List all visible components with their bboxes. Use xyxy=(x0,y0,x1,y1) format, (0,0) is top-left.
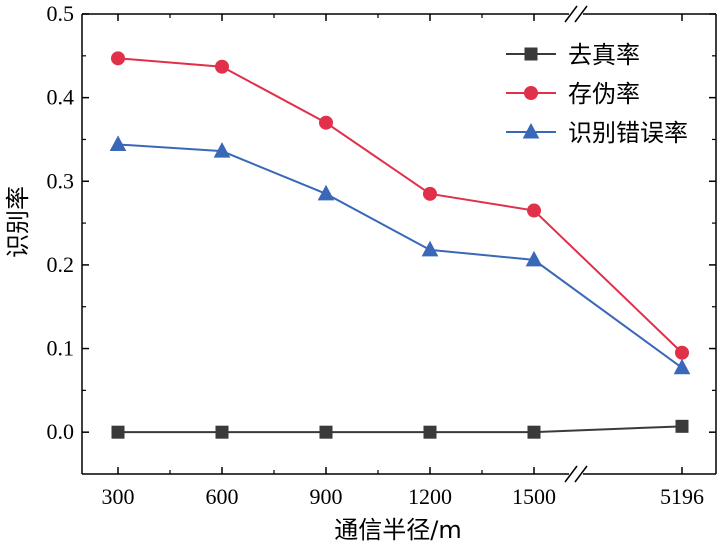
data-point xyxy=(423,186,437,201)
x-tick-label: 600 xyxy=(206,484,239,509)
axis-break-mark xyxy=(564,465,578,483)
legend-marker xyxy=(524,47,538,61)
data-point xyxy=(111,425,125,439)
data-point xyxy=(423,425,437,439)
data-point xyxy=(215,425,229,439)
x-tick-label: 300 xyxy=(102,484,135,509)
y-tick-label: 0.4 xyxy=(47,85,75,110)
data-point xyxy=(527,425,541,439)
y-tick-label: 0.1 xyxy=(47,336,75,361)
plot-frame xyxy=(81,5,717,483)
data-point xyxy=(527,203,541,218)
series-line xyxy=(117,143,683,369)
data-point xyxy=(675,419,689,433)
series-3 xyxy=(109,135,691,375)
axis-break-mark xyxy=(574,465,588,483)
y-tick-label: 0.2 xyxy=(47,252,75,277)
legend-label: 识别错误率 xyxy=(568,119,688,147)
data-point xyxy=(109,135,127,151)
series-2 xyxy=(111,51,689,360)
data-point xyxy=(673,358,691,375)
x-tick-label: 5196 xyxy=(660,484,704,509)
x-tick-label: 1500 xyxy=(512,484,556,509)
data-point xyxy=(421,240,439,257)
legend-marker xyxy=(524,86,538,100)
series-line xyxy=(117,57,683,354)
legend-item: 存伪率 xyxy=(506,80,640,108)
data-point xyxy=(525,250,543,267)
x-tick-label: 1200 xyxy=(408,484,452,509)
y-tick-label: 0.3 xyxy=(47,168,75,193)
x-tick-label: 900 xyxy=(310,484,343,509)
series-line xyxy=(118,425,683,434)
legend-marker xyxy=(522,122,540,139)
data-point xyxy=(213,142,231,158)
series-1 xyxy=(111,419,689,439)
data-point xyxy=(317,184,335,201)
y-axis-title: 识别率 xyxy=(4,186,32,258)
data-point xyxy=(319,425,333,439)
y-tick-label: 0.5 xyxy=(47,1,75,26)
series-layer xyxy=(109,51,691,439)
legend-label: 去真率 xyxy=(568,41,640,69)
axes: 0.0 0.1 0.2 0.3 0.4 0.5 300 600 900 1200 1500 5196 xyxy=(47,1,716,509)
legend-label: 存伪率 xyxy=(568,80,640,108)
axis-break-mark xyxy=(564,5,578,23)
data-point xyxy=(319,115,333,130)
y-tick-label: 0.0 xyxy=(47,419,75,444)
x-axis-title: 通信半径/m xyxy=(334,516,461,544)
data-point xyxy=(215,59,229,74)
legend-item: 去真率 xyxy=(506,41,640,69)
data-point xyxy=(675,345,689,360)
axis-break-mark xyxy=(574,5,588,23)
legend-item: 识别错误率 xyxy=(506,119,688,147)
data-point xyxy=(111,51,125,66)
